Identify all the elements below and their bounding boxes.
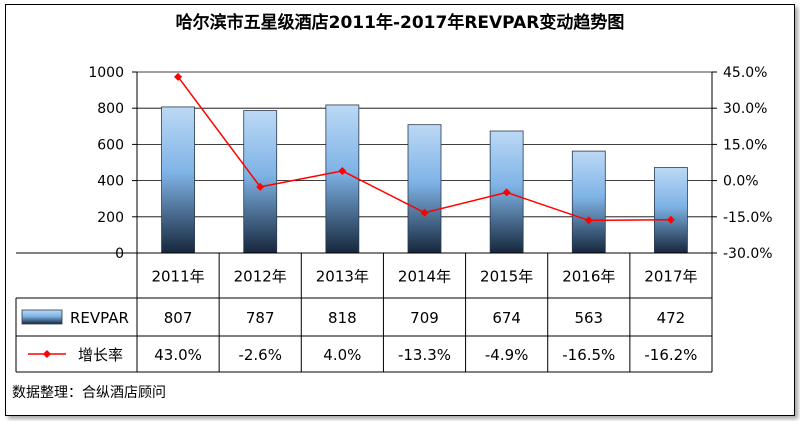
- legend-marker-growth: [43, 350, 51, 358]
- y-tick-label-left: 200: [97, 210, 124, 226]
- data-label-revpar: 818: [328, 309, 357, 327]
- data-label-growth: -2.6%: [238, 346, 282, 364]
- y-tick-label-left: 1000: [88, 65, 124, 81]
- line-point: [420, 208, 429, 217]
- data-label-revpar: 709: [410, 309, 439, 327]
- bar: [654, 167, 688, 254]
- x-tick-label: 2015年: [480, 268, 533, 286]
- bar: [243, 110, 278, 254]
- bar: [161, 106, 195, 254]
- y-tick-label-right: 45.0%: [723, 65, 767, 81]
- bar: [407, 124, 442, 254]
- line-point: [666, 215, 675, 224]
- legend-label-growth: 增长率: [78, 346, 123, 364]
- y-tick-label-left: 0: [115, 246, 124, 262]
- data-label-revpar: 787: [246, 309, 275, 327]
- x-tick-label: 2011年: [151, 268, 204, 286]
- bar: [325, 104, 360, 254]
- x-tick-label: 2013年: [316, 268, 369, 286]
- x-tick-label: 2017年: [644, 268, 697, 286]
- data-label-growth: 43.0%: [154, 346, 202, 364]
- data-label-revpar: 472: [657, 309, 686, 327]
- data-label-growth: -16.5%: [562, 346, 615, 364]
- x-tick-label: 2014年: [398, 268, 451, 286]
- y-tick-label-right: -30.0%: [723, 246, 773, 262]
- x-tick-label: 2016年: [562, 268, 615, 286]
- y-tick-label-left: 600: [97, 137, 124, 153]
- chart-title: 哈尔滨市五星级酒店2011年-2017年REVPAR变动趋势图: [175, 13, 625, 33]
- line-point: [502, 188, 511, 197]
- line-point: [256, 182, 265, 191]
- data-label-revpar: 674: [492, 309, 521, 327]
- line-point: [338, 166, 347, 175]
- line-point: [174, 72, 183, 81]
- data-label-revpar: 807: [164, 309, 193, 327]
- y-tick-label-right: 0.0%: [723, 174, 759, 190]
- data-label-growth: -13.3%: [398, 346, 451, 364]
- x-tick-label: 2012年: [234, 268, 287, 286]
- y-tick-label-right: 15.0%: [723, 137, 767, 153]
- source-note: 数据整理：合纵酒店顾问: [12, 385, 166, 401]
- y-tick-label-left: 800: [97, 101, 124, 117]
- y-tick-label-left: 400: [97, 174, 124, 190]
- data-label-revpar: 563: [574, 309, 603, 327]
- legend-label-revpar: REVPAR: [70, 309, 129, 327]
- data-label-growth: 4.0%: [323, 346, 361, 364]
- legend-swatch-revpar: [21, 309, 63, 325]
- y-tick-label-right: 30.0%: [723, 101, 767, 117]
- y-tick-label-right: -15.0%: [723, 210, 773, 226]
- line-point: [584, 216, 593, 225]
- data-label-growth: -4.9%: [485, 346, 529, 364]
- data-label-growth: -16.2%: [644, 346, 697, 364]
- bar: [571, 150, 606, 254]
